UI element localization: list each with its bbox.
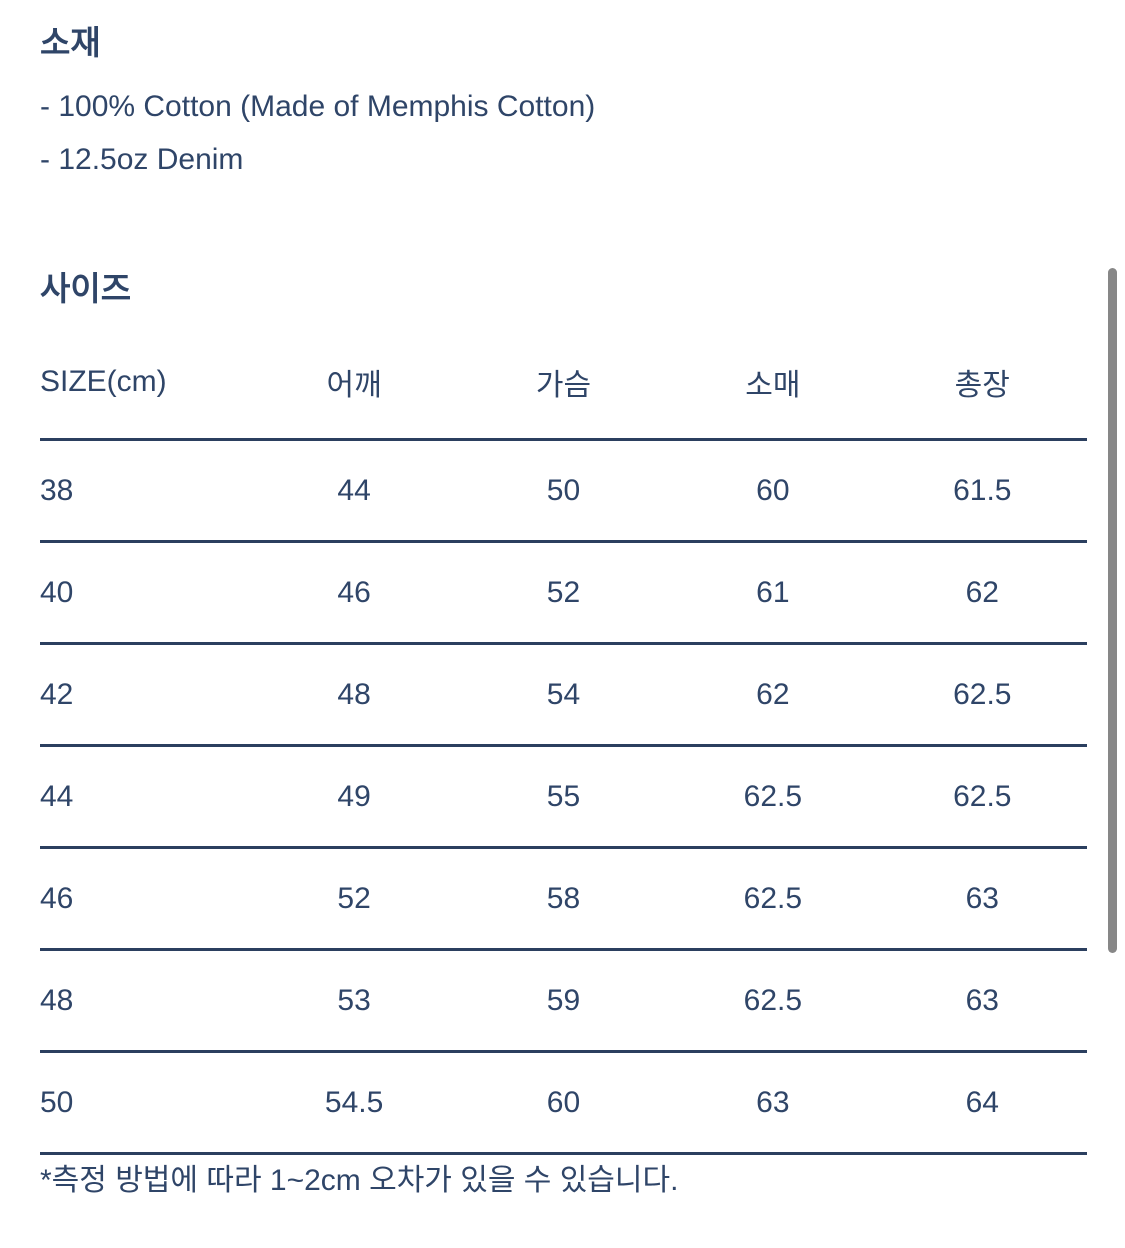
cell-chest: 58	[458, 847, 669, 951]
material-item: - 100% Cotton (Made of Memphis Cotton)	[40, 90, 596, 123]
material-section: 소재 - 100% Cotton (Made of Memphis Cotton…	[40, 24, 1087, 186]
scrollbar-thumb[interactable]	[1108, 268, 1117, 953]
column-header-size: SIZE(cm)	[40, 326, 250, 441]
product-detail-content: 소재 - 100% Cotton (Made of Memphis Cotton…	[40, 24, 1087, 1201]
table-row: 42 48 54 62 62.5	[40, 643, 1087, 747]
table-row: 40 46 52 61 62	[40, 541, 1087, 645]
size-table: SIZE(cm) 어깨 가슴 소매 총장 38 44 50 60 61.5 40	[40, 326, 1087, 1155]
cell-size: 42	[40, 643, 250, 747]
cell-sleeve: 61	[668, 541, 878, 645]
cell-shoulder: 52	[249, 847, 459, 951]
cell-length: 61.5	[877, 439, 1087, 543]
cell-sleeve: 62.5	[668, 949, 878, 1053]
cell-length: 63	[877, 949, 1087, 1053]
size-table-header-row: SIZE(cm) 어깨 가슴 소매 총장	[40, 326, 1087, 441]
table-row: 50 54.5 60 63 64	[40, 1051, 1087, 1155]
cell-length: 63	[877, 847, 1087, 951]
cell-shoulder: 48	[249, 643, 459, 747]
cell-sleeve: 62	[668, 643, 878, 747]
cell-chest: 60	[458, 1051, 669, 1155]
cell-sleeve: 63	[668, 1051, 878, 1155]
cell-shoulder: 53	[249, 949, 459, 1053]
cell-sleeve: 62.5	[668, 745, 878, 849]
table-row: 46 52 58 62.5 63	[40, 847, 1087, 951]
cell-length: 62.5	[877, 745, 1087, 849]
cell-chest: 50	[458, 439, 669, 543]
cell-chest: 54	[458, 643, 669, 747]
cell-sleeve: 62.5	[668, 847, 878, 951]
cell-length: 62.5	[877, 643, 1087, 747]
cell-size: 40	[40, 541, 250, 645]
cell-size: 48	[40, 949, 250, 1053]
column-header-chest: 가슴	[458, 326, 669, 441]
table-row: 44 49 55 62.5 62.5	[40, 745, 1087, 849]
column-header-shoulder: 어깨	[249, 326, 459, 441]
cell-chest: 55	[458, 745, 669, 849]
column-header-length: 총장	[877, 326, 1087, 441]
cell-shoulder: 49	[249, 745, 459, 849]
size-heading: 사이즈	[40, 270, 132, 307]
cell-chest: 59	[458, 949, 669, 1053]
size-section: 사이즈 SIZE(cm) 어깨 가슴 소매 총장 38 44 50 60 61.…	[40, 270, 1087, 1201]
table-row: 38 44 50 60 61.5	[40, 439, 1087, 543]
cell-length: 62	[877, 541, 1087, 645]
column-header-sleeve: 소매	[668, 326, 878, 441]
cell-shoulder: 44	[249, 439, 459, 543]
cell-size: 44	[40, 745, 250, 849]
cell-chest: 52	[458, 541, 669, 645]
cell-shoulder: 46	[249, 541, 459, 645]
material-item: - 12.5oz Denim	[40, 143, 244, 176]
cell-size: 46	[40, 847, 250, 951]
table-row: 48 53 59 62.5 63	[40, 949, 1087, 1053]
cell-shoulder: 54.5	[249, 1051, 459, 1155]
cell-sleeve: 60	[668, 439, 878, 543]
measurement-note: *측정 방법에 따라 1~2cm 오차가 있을 수 있습니다.	[40, 1164, 679, 1197]
cell-size: 38	[40, 439, 250, 543]
cell-length: 64	[877, 1051, 1087, 1155]
cell-size: 50	[40, 1051, 250, 1155]
material-heading: 소재	[40, 24, 101, 61]
